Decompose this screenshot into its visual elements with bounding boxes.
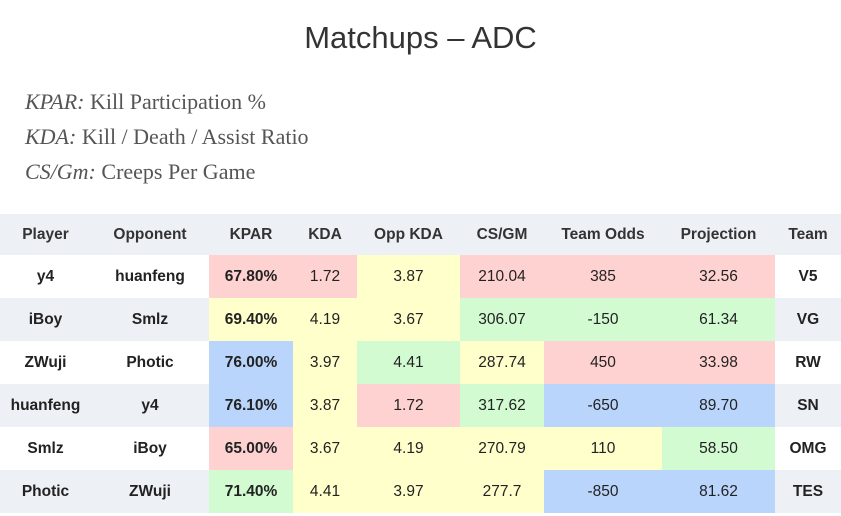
kpar-cell: 65.00%: [209, 427, 293, 470]
matchups-table: Player Opponent KPAR KDA Opp KDA CS/GM T…: [0, 214, 841, 513]
projection-cell: 32.56: [662, 255, 775, 298]
team-cell: SN: [775, 384, 841, 427]
team-cell: V5: [775, 255, 841, 298]
table-row: Photic ZWuji 71.40% 4.41 3.97 277.7 -850…: [0, 470, 841, 513]
kda-cell: 4.19: [293, 298, 357, 341]
team-odds-cell: -150: [544, 298, 662, 341]
kpar-cell: 67.80%: [209, 255, 293, 298]
opponent-cell: y4: [91, 384, 209, 427]
cs-gm-cell: 210.04: [460, 255, 544, 298]
table-row: y4 huanfeng 67.80% 1.72 3.87 210.04 385 …: [0, 255, 841, 298]
opp-kda-cell: 3.97: [357, 470, 460, 513]
page-title: Matchups – ADC: [304, 20, 537, 55]
definition-kpar: KPAR: Kill Participation %: [25, 86, 309, 121]
kda-cell: 3.87: [293, 384, 357, 427]
kpar-cell: 71.40%: [209, 470, 293, 513]
cs-gm-cell: 287.74: [460, 341, 544, 384]
kda-cell: 3.97: [293, 341, 357, 384]
kpar-cell: 76.10%: [209, 384, 293, 427]
definition-text: Creeps Per Game: [101, 159, 256, 184]
kpar-cell: 69.40%: [209, 298, 293, 341]
projection-cell: 89.70: [662, 384, 775, 427]
definition-text: Kill / Death / Assist Ratio: [81, 124, 309, 149]
opp-kda-cell: 4.41: [357, 341, 460, 384]
column-header-projection: Projection: [662, 214, 775, 255]
opponent-cell: Smlz: [91, 298, 209, 341]
table-row: ZWuji Photic 76.00% 3.97 4.41 287.74 450…: [0, 341, 841, 384]
kda-cell: 1.72: [293, 255, 357, 298]
player-cell: Photic: [0, 470, 91, 513]
column-header-team: Team: [775, 214, 841, 255]
definition-term: KDA:: [25, 124, 77, 149]
opponent-cell: iBoy: [91, 427, 209, 470]
player-cell: huanfeng: [0, 384, 91, 427]
team-odds-cell: -850: [544, 470, 662, 513]
opp-kda-cell: 1.72: [357, 384, 460, 427]
definitions-list: KPAR: Kill Participation % KDA: Kill / D…: [25, 86, 309, 191]
cs-gm-cell: 317.62: [460, 384, 544, 427]
opp-kda-cell: 3.67: [357, 298, 460, 341]
opponent-cell: huanfeng: [91, 255, 209, 298]
definition-kda: KDA: Kill / Death / Assist Ratio: [25, 121, 309, 156]
projection-cell: 58.50: [662, 427, 775, 470]
opponent-cell: ZWuji: [91, 470, 209, 513]
player-cell: Smlz: [0, 427, 91, 470]
team-cell: VG: [775, 298, 841, 341]
column-header-kpar: KPAR: [209, 214, 293, 255]
table-row: huanfeng y4 76.10% 3.87 1.72 317.62 -650…: [0, 384, 841, 427]
column-header-kda: KDA: [293, 214, 357, 255]
kda-cell: 3.67: [293, 427, 357, 470]
opponent-cell: Photic: [91, 341, 209, 384]
table-row: Smlz iBoy 65.00% 3.67 4.19 270.79 110 58…: [0, 427, 841, 470]
column-header-team-odds: Team Odds: [544, 214, 662, 255]
definition-cs-gm: CS/Gm: Creeps Per Game: [25, 156, 309, 191]
projection-cell: 33.98: [662, 341, 775, 384]
column-header-opp-kda: Opp KDA: [357, 214, 460, 255]
table-row: iBoy Smlz 69.40% 4.19 3.67 306.07 -150 6…: [0, 298, 841, 341]
definition-text: Kill Participation %: [89, 89, 266, 114]
projection-cell: 61.34: [662, 298, 775, 341]
kda-cell: 4.41: [293, 470, 357, 513]
table-header-row: Player Opponent KPAR KDA Opp KDA CS/GM T…: [0, 214, 841, 255]
definition-term: CS/Gm:: [25, 159, 96, 184]
column-header-opponent: Opponent: [91, 214, 209, 255]
cs-gm-cell: 270.79: [460, 427, 544, 470]
column-header-cs-gm: CS/GM: [460, 214, 544, 255]
column-header-player: Player: [0, 214, 91, 255]
player-cell: ZWuji: [0, 341, 91, 384]
team-odds-cell: -650: [544, 384, 662, 427]
opp-kda-cell: 4.19: [357, 427, 460, 470]
player-cell: y4: [0, 255, 91, 298]
cs-gm-cell: 306.07: [460, 298, 544, 341]
definition-term: KPAR:: [25, 89, 85, 114]
opp-kda-cell: 3.87: [357, 255, 460, 298]
team-cell: RW: [775, 341, 841, 384]
team-odds-cell: 110: [544, 427, 662, 470]
team-odds-cell: 450: [544, 341, 662, 384]
player-cell: iBoy: [0, 298, 91, 341]
kpar-cell: 76.00%: [209, 341, 293, 384]
cs-gm-cell: 277.7: [460, 470, 544, 513]
projection-cell: 81.62: [662, 470, 775, 513]
team-odds-cell: 385: [544, 255, 662, 298]
team-cell: TES: [775, 470, 841, 513]
team-cell: OMG: [775, 427, 841, 470]
